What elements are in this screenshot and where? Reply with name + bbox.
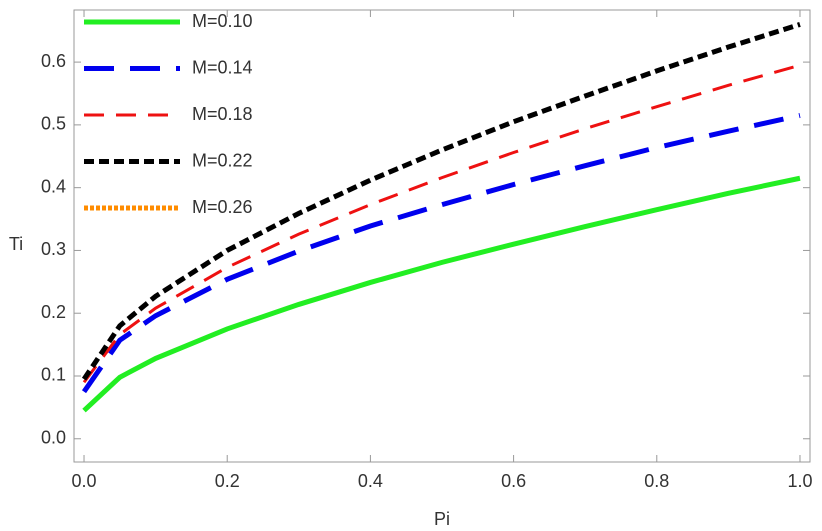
x-tick-label: 0.8 [644,471,669,491]
series-line [81,22,801,381]
y-tick-label: 0.1 [41,365,66,385]
legend-label: M=0.10 [192,11,253,31]
series-line [82,175,801,413]
legend-label: M=0.14 [192,57,253,77]
y-tick-label: 0.2 [41,302,66,322]
x-tick-label: 0.0 [72,471,97,491]
x-axis-label: Pi [434,509,450,529]
y-tick-label: 0.0 [41,428,66,448]
x-tick-label: 1.0 [787,471,812,491]
x-tick-label: 0.6 [501,471,526,491]
legend-label: M=0.22 [192,150,253,170]
y-tick-label: 0.5 [41,114,66,134]
y-axis-label: Ti [9,234,23,254]
y-tick-label: 0.3 [41,239,66,259]
legend-label: M=0.18 [192,104,253,124]
legend-label: M=0.26 [192,197,253,217]
x-tick-label: 0.4 [358,471,383,491]
series-line [81,113,801,394]
plot-frame [73,9,811,463]
series-line [82,63,801,384]
y-tick-label: 0.6 [41,51,66,71]
y-tick-label: 0.4 [41,176,66,196]
x-tick-label: 0.2 [215,471,240,491]
